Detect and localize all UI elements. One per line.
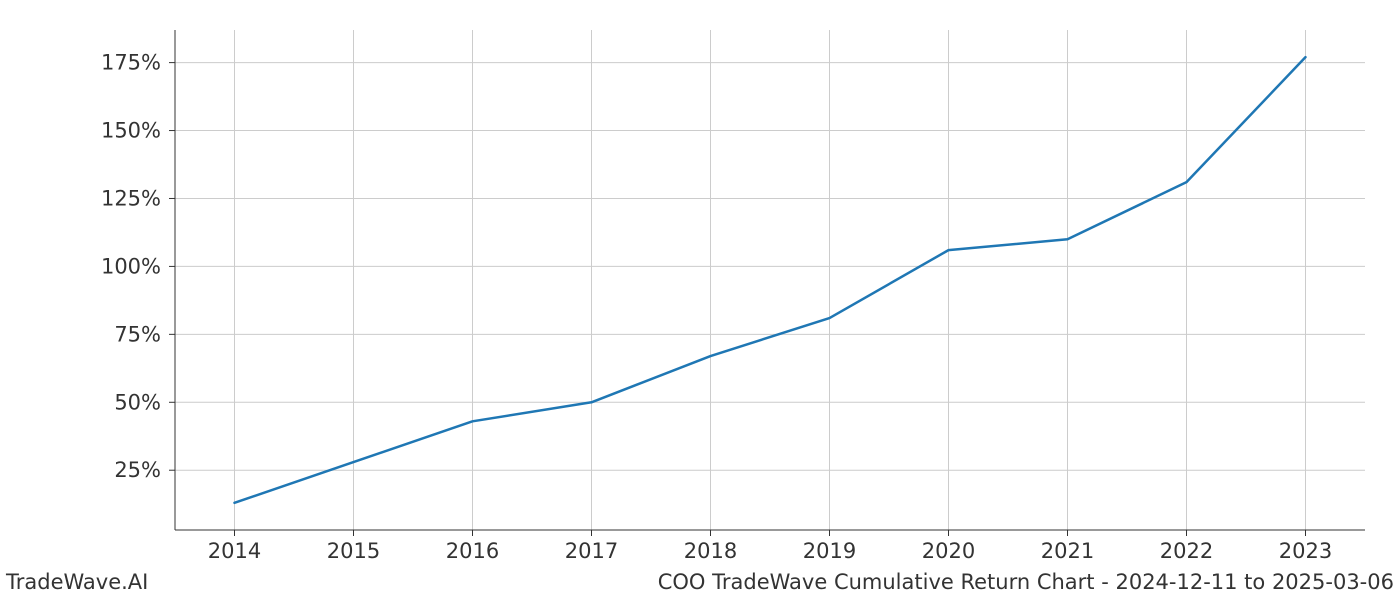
chart-container: 2014 2015 2016 2017 2018 2019 2020 2021 2022 2023… [0,0,1400,600]
footer-right-text: COO TradeWave Cumulative Return Chart - … [658,570,1394,594]
x-tick-label: 2017 [565,539,618,563]
y-tick-label: 175% [101,51,161,75]
y-tick-label: 50% [114,390,161,414]
x-tick-label: 2018 [684,539,737,563]
y-tick-label: 150% [101,119,161,143]
x-tick-label: 2022 [1160,539,1213,563]
footer-left-text: TradeWave.AI [6,570,148,594]
y-tick-label: 125% [101,186,161,210]
x-tick-label: 2023 [1279,539,1332,563]
y-tick-label: 100% [101,254,161,278]
y-tick-label: 25% [114,458,161,482]
x-tick-label: 2020 [922,539,975,563]
y-tick-label: 75% [114,322,161,346]
x-tick-label: 2014 [208,539,261,563]
line-chart: 2014 2015 2016 2017 2018 2019 2020 2021 2022 2023… [0,0,1400,600]
x-tick-label: 2016 [446,539,499,563]
x-tick-label: 2015 [327,539,380,563]
x-tick-label: 2021 [1041,539,1094,563]
x-tick-label: 2019 [803,539,856,563]
